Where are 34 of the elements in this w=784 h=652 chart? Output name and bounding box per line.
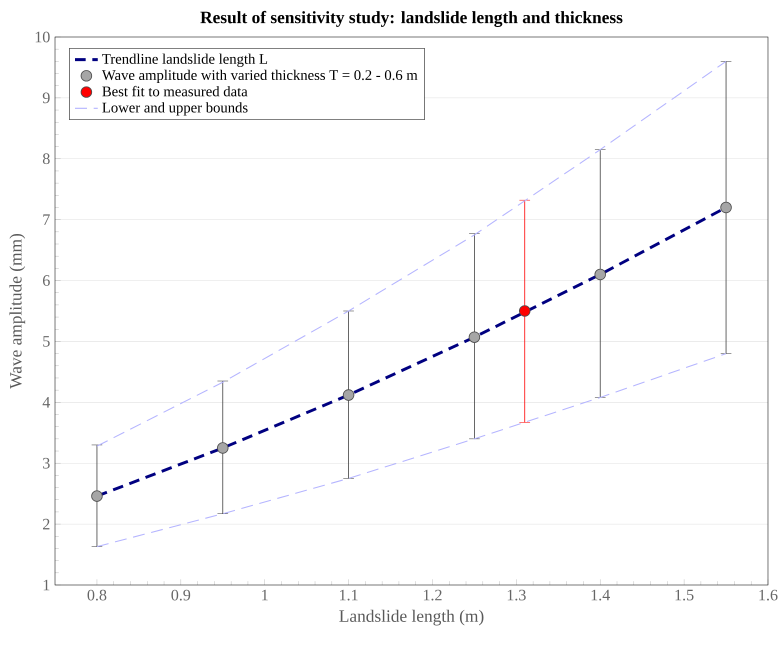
y-tick-label: 2 <box>43 518 50 530</box>
legend-label: Trendline landslide length L <box>102 54 268 67</box>
legend-label: Wave amplitude with varied thickness T = 0.2 - 0.6 m <box>102 70 418 84</box>
y-tick-label: 6 <box>42 275 50 286</box>
y-tick-label: 9 <box>42 92 50 104</box>
y-tick-label: 7 <box>43 214 50 225</box>
x-tick-label: 0.9 <box>171 590 190 601</box>
point <box>720 202 732 214</box>
point <box>468 331 480 343</box>
y-tick-label: 5 <box>43 336 50 347</box>
y-tick-label: 3 <box>43 458 50 469</box>
x-tick-label: 1.6 <box>759 590 778 601</box>
y-tick-label: 10 <box>36 32 50 42</box>
y-axis-title: Wave amplitude (mm) <box>9 234 26 389</box>
x-tick-label: 1.1 <box>340 590 358 600</box>
point <box>594 268 606 280</box>
x-tick-label: 1.5 <box>676 590 694 600</box>
legend-label: Lower and upper bounds <box>102 102 248 116</box>
y-tick-label: 8 <box>42 153 50 164</box>
y-tick-label: 4 <box>42 397 50 408</box>
line-series <box>96 353 727 548</box>
y-tick-label: 1 <box>44 580 50 590</box>
chart-title: Result of sensitivity study: landslide length and thickness <box>200 10 622 27</box>
point <box>342 389 354 401</box>
x-tick-label: 1.3 <box>508 590 526 601</box>
legend-label: Best fit to measured data <box>102 86 248 96</box>
point <box>519 305 530 317</box>
x-tick-label: 1 <box>262 590 268 600</box>
point <box>217 442 228 454</box>
point <box>91 490 103 502</box>
x-tick-label: 0.8 <box>88 590 106 601</box>
x-tick-label: 1.4 <box>592 590 610 600</box>
x-tick-label: 1.2 <box>424 590 442 601</box>
x-axis-title: Landslide length (m) <box>339 610 484 626</box>
